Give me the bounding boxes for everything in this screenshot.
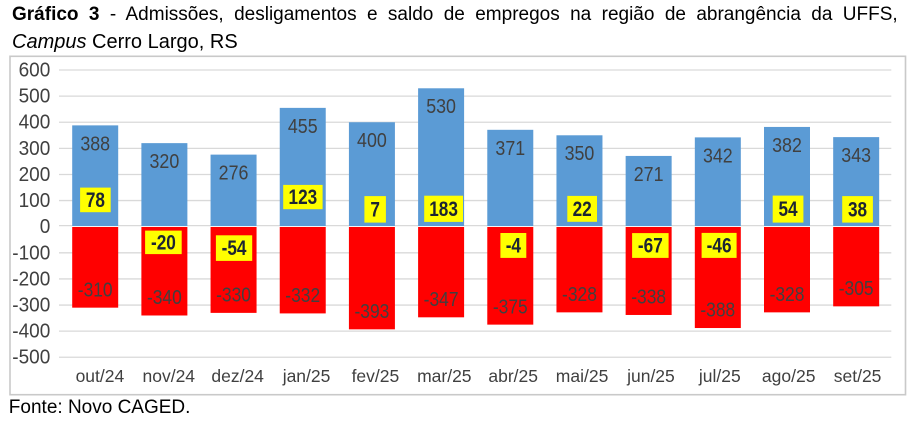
svg-text:out/24: out/24 xyxy=(76,366,125,386)
svg-text:-20: -20 xyxy=(151,231,176,255)
svg-text:-54: -54 xyxy=(222,236,247,260)
svg-text:300: 300 xyxy=(19,137,51,160)
svg-text:342: 342 xyxy=(703,145,733,167)
svg-text:320: 320 xyxy=(150,151,180,173)
svg-text:-46: -46 xyxy=(707,234,732,258)
svg-text:-310: -310 xyxy=(78,279,113,302)
svg-text:-305: -305 xyxy=(839,278,874,301)
svg-text:78: 78 xyxy=(86,188,105,212)
svg-text:-332: -332 xyxy=(285,285,320,308)
svg-text:-375: -375 xyxy=(493,296,528,319)
svg-text:371: 371 xyxy=(495,138,525,160)
svg-text:fev/25: fev/25 xyxy=(352,366,400,386)
svg-text:-388: -388 xyxy=(700,300,735,323)
svg-text:jan/25: jan/25 xyxy=(282,366,331,386)
svg-text:-328: -328 xyxy=(562,284,597,307)
svg-text:-338: -338 xyxy=(631,286,666,309)
svg-text:200: 200 xyxy=(19,163,51,186)
svg-text:-400: -400 xyxy=(12,320,50,343)
svg-text:jul/25: jul/25 xyxy=(698,366,741,386)
svg-text:dez/24: dez/24 xyxy=(211,366,264,386)
svg-text:-328: -328 xyxy=(770,284,805,307)
svg-text:-500: -500 xyxy=(12,346,50,369)
svg-text:400: 400 xyxy=(357,130,387,152)
svg-text:ago/25: ago/25 xyxy=(762,366,816,386)
svg-text:mar/25: mar/25 xyxy=(417,366,471,386)
svg-text:mai/25: mai/25 xyxy=(556,366,609,386)
svg-text:-393: -393 xyxy=(354,301,389,324)
svg-text:455: 455 xyxy=(288,116,318,138)
svg-text:382: 382 xyxy=(772,135,802,157)
svg-text:-330: -330 xyxy=(216,284,251,307)
svg-text:-300: -300 xyxy=(12,294,50,317)
svg-text:-67: -67 xyxy=(638,234,663,258)
svg-text:0: 0 xyxy=(40,216,51,239)
svg-text:123: 123 xyxy=(289,185,318,209)
svg-text:500: 500 xyxy=(19,85,51,108)
svg-text:400: 400 xyxy=(19,111,51,134)
svg-text:-340: -340 xyxy=(147,287,182,310)
svg-text:343: 343 xyxy=(841,145,871,167)
svg-text:38: 38 xyxy=(848,198,867,222)
svg-text:350: 350 xyxy=(565,143,595,165)
svg-text:-347: -347 xyxy=(424,289,459,312)
svg-text:7: 7 xyxy=(370,198,380,222)
svg-text:abr/25: abr/25 xyxy=(488,366,538,386)
svg-text:54: 54 xyxy=(778,197,797,221)
svg-text:100: 100 xyxy=(19,190,51,213)
svg-text:600: 600 xyxy=(19,59,51,82)
svg-text:276: 276 xyxy=(219,163,249,185)
svg-text:-100: -100 xyxy=(12,242,50,265)
svg-text:183: 183 xyxy=(429,197,458,221)
svg-text:set/25: set/25 xyxy=(834,366,882,386)
svg-text:22: 22 xyxy=(573,197,592,221)
svg-text:nov/24: nov/24 xyxy=(143,366,196,386)
svg-text:271: 271 xyxy=(634,164,664,186)
svg-text:-200: -200 xyxy=(12,268,50,291)
svg-text:-4: -4 xyxy=(506,234,521,258)
svg-text:jun/25: jun/25 xyxy=(626,366,675,386)
svg-text:388: 388 xyxy=(80,133,110,155)
svg-text:530: 530 xyxy=(426,96,456,118)
